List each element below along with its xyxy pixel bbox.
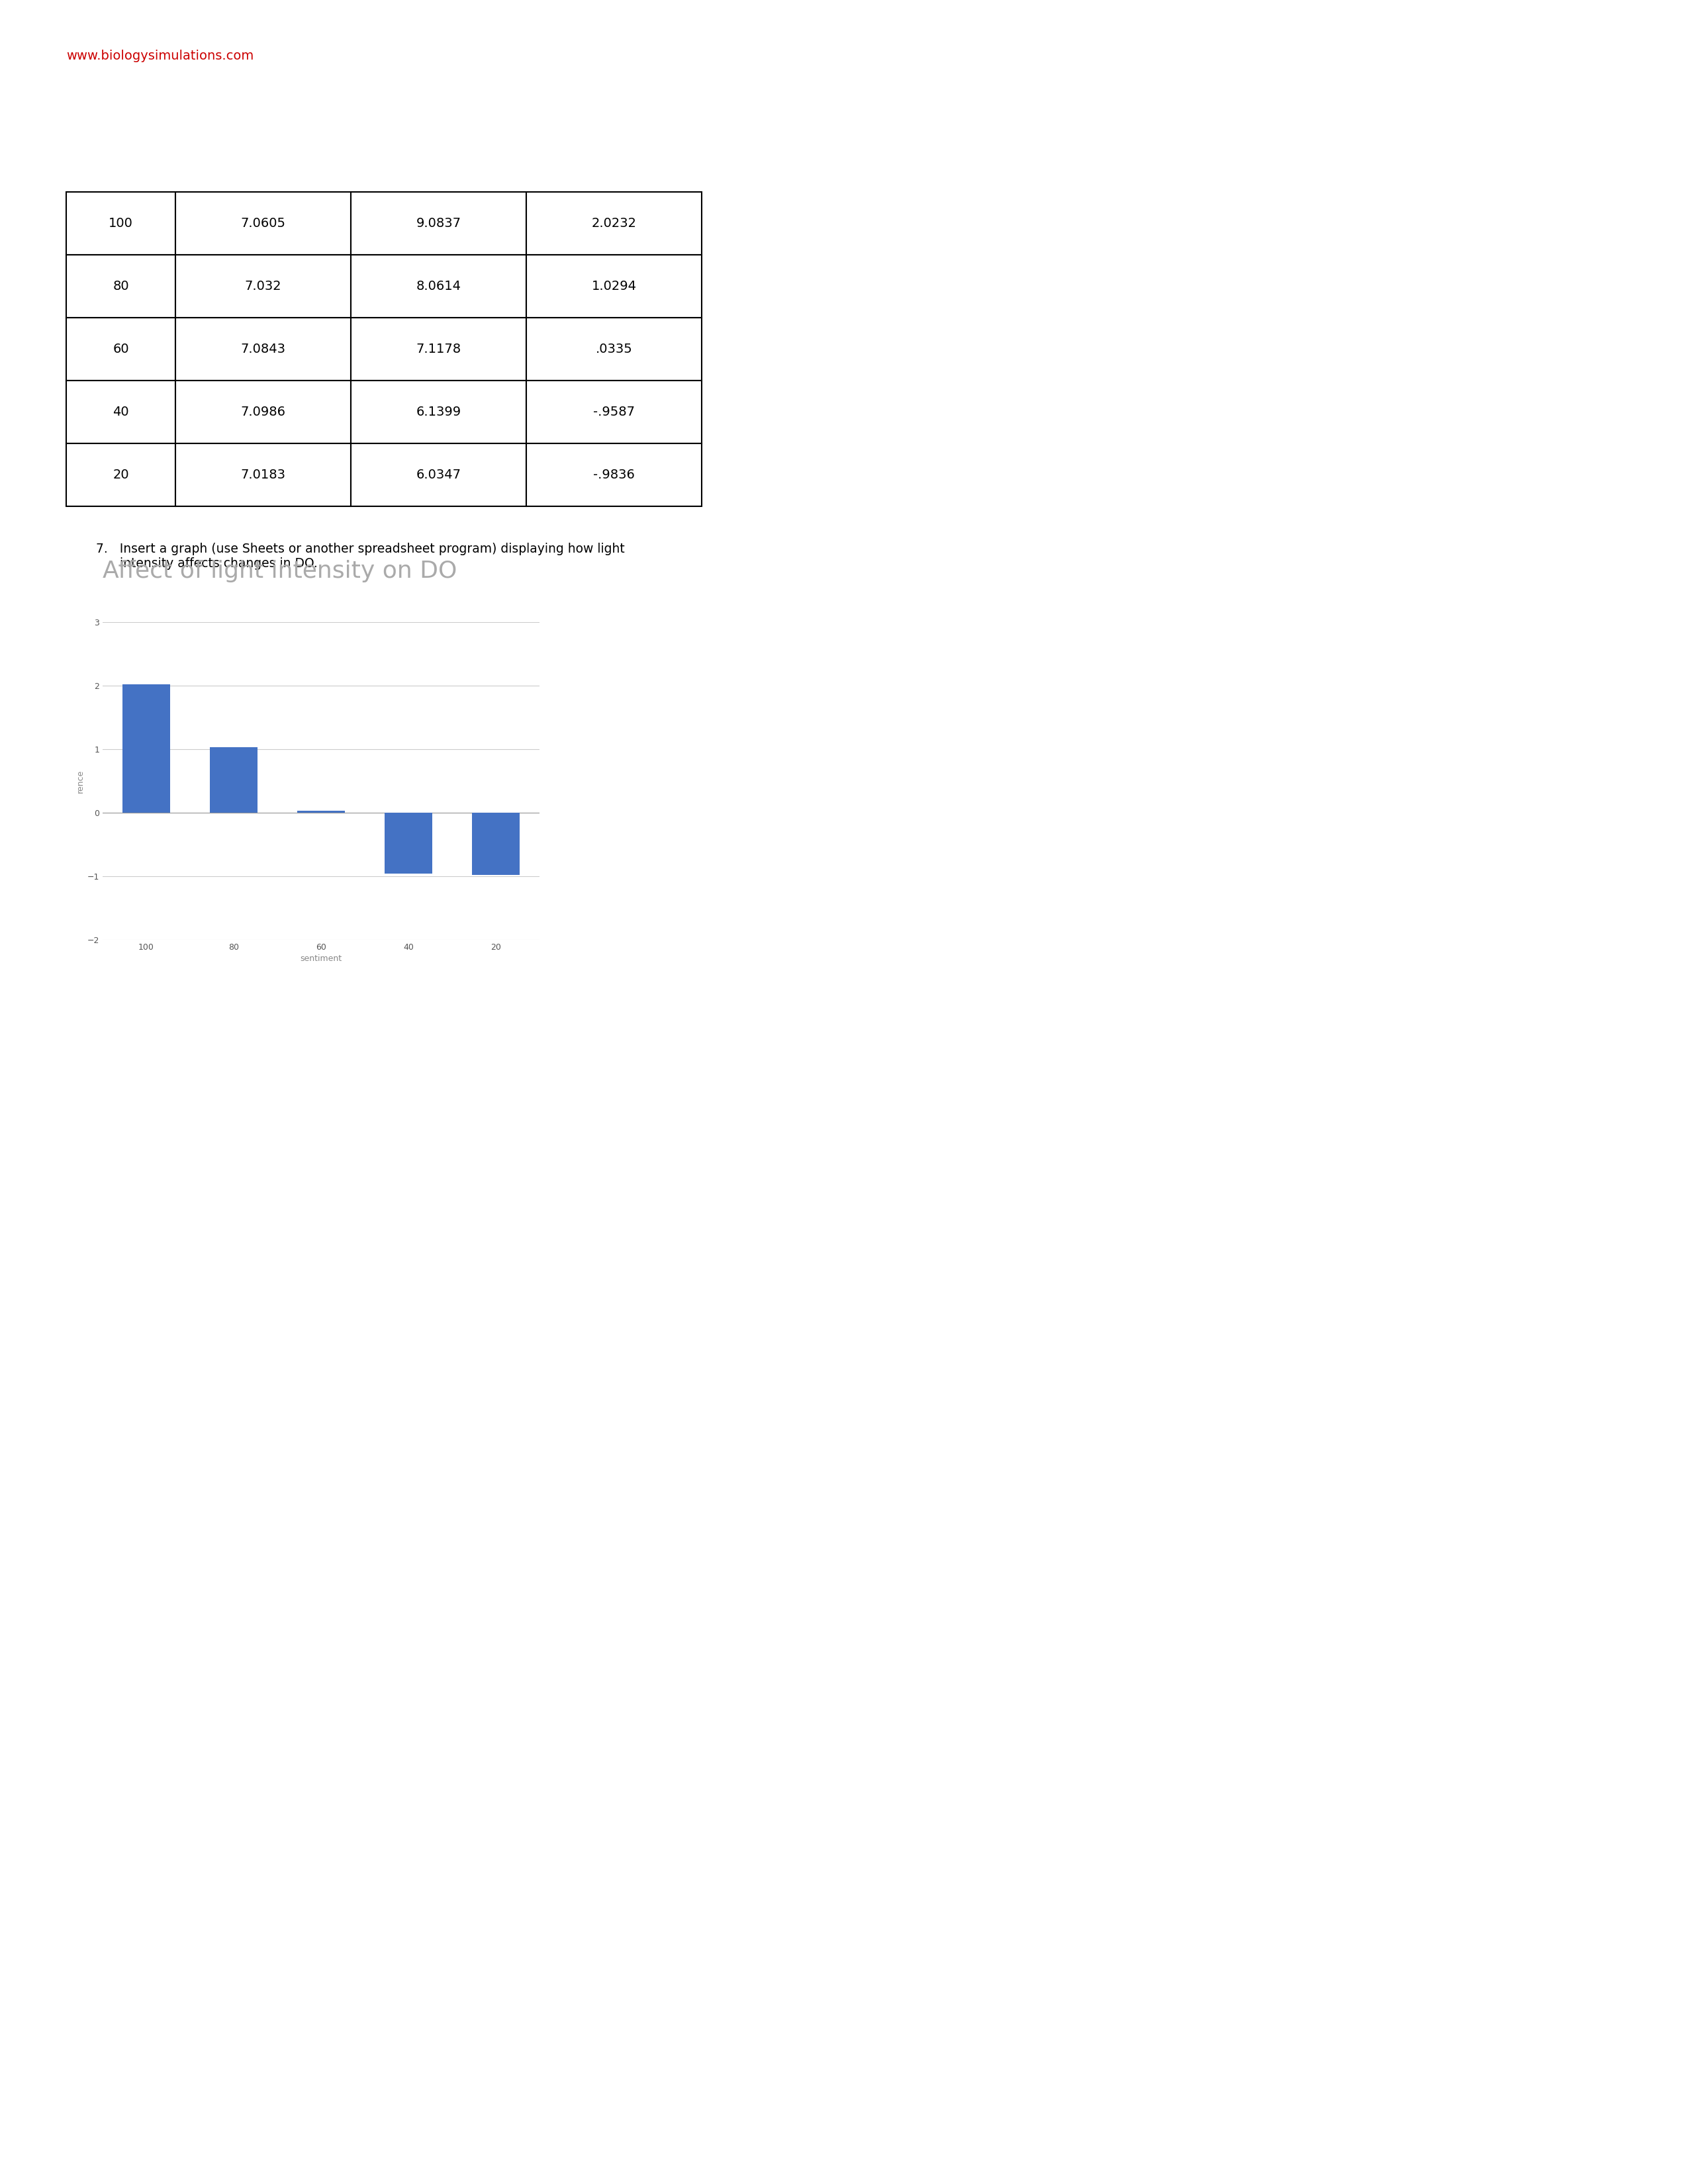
Text: 7.0843: 7.0843	[241, 343, 285, 356]
Bar	[209, 747, 258, 812]
Text: -.9587: -.9587	[592, 406, 635, 419]
Text: -.9836: -.9836	[592, 470, 635, 480]
Bar	[527, 192, 702, 256]
Bar	[66, 317, 176, 380]
Text: 1.0294: 1.0294	[591, 280, 636, 293]
Bar	[176, 192, 351, 256]
Bar	[351, 317, 527, 380]
Bar	[351, 380, 527, 443]
Text: Affect of light intensity on DO: Affect of light intensity on DO	[103, 559, 457, 583]
Bar	[527, 256, 702, 317]
Text: 2.0232: 2.0232	[591, 216, 636, 229]
Y-axis label: rence: rence	[76, 769, 84, 793]
Bar	[176, 443, 351, 507]
Text: 7.032: 7.032	[245, 280, 282, 293]
Bar	[122, 684, 170, 812]
Bar	[66, 256, 176, 317]
Bar	[176, 317, 351, 380]
Text: 20: 20	[113, 470, 128, 480]
Text: 7.0605: 7.0605	[241, 216, 285, 229]
Bar	[385, 812, 432, 874]
Bar	[351, 192, 527, 256]
Bar	[176, 256, 351, 317]
Text: .0335: .0335	[596, 343, 633, 356]
Bar	[527, 443, 702, 507]
Text: 7.   Insert a graph (use Sheets or another spreadsheet program) displaying how l: 7. Insert a graph (use Sheets or another…	[96, 542, 625, 570]
Bar	[66, 443, 176, 507]
Text: 9.0837: 9.0837	[415, 216, 461, 229]
X-axis label: sentiment: sentiment	[300, 954, 343, 963]
Text: 7.1178: 7.1178	[415, 343, 461, 356]
Bar	[66, 380, 176, 443]
Text: 6.0347: 6.0347	[415, 470, 461, 480]
Bar	[527, 380, 702, 443]
Text: 80: 80	[113, 280, 128, 293]
Text: 100: 100	[108, 216, 133, 229]
Text: 60: 60	[113, 343, 128, 356]
Text: 7.0986: 7.0986	[241, 406, 285, 419]
Text: www.biologysimulations.com: www.biologysimulations.com	[66, 50, 253, 61]
Bar	[527, 317, 702, 380]
Text: 7.0183: 7.0183	[241, 470, 285, 480]
Bar	[176, 380, 351, 443]
Text: 8.0614: 8.0614	[415, 280, 461, 293]
Text: 40: 40	[113, 406, 128, 419]
Text: 6.1399: 6.1399	[415, 406, 461, 419]
Bar	[351, 443, 527, 507]
Bar	[351, 256, 527, 317]
Bar	[471, 812, 520, 876]
Bar	[66, 192, 176, 256]
